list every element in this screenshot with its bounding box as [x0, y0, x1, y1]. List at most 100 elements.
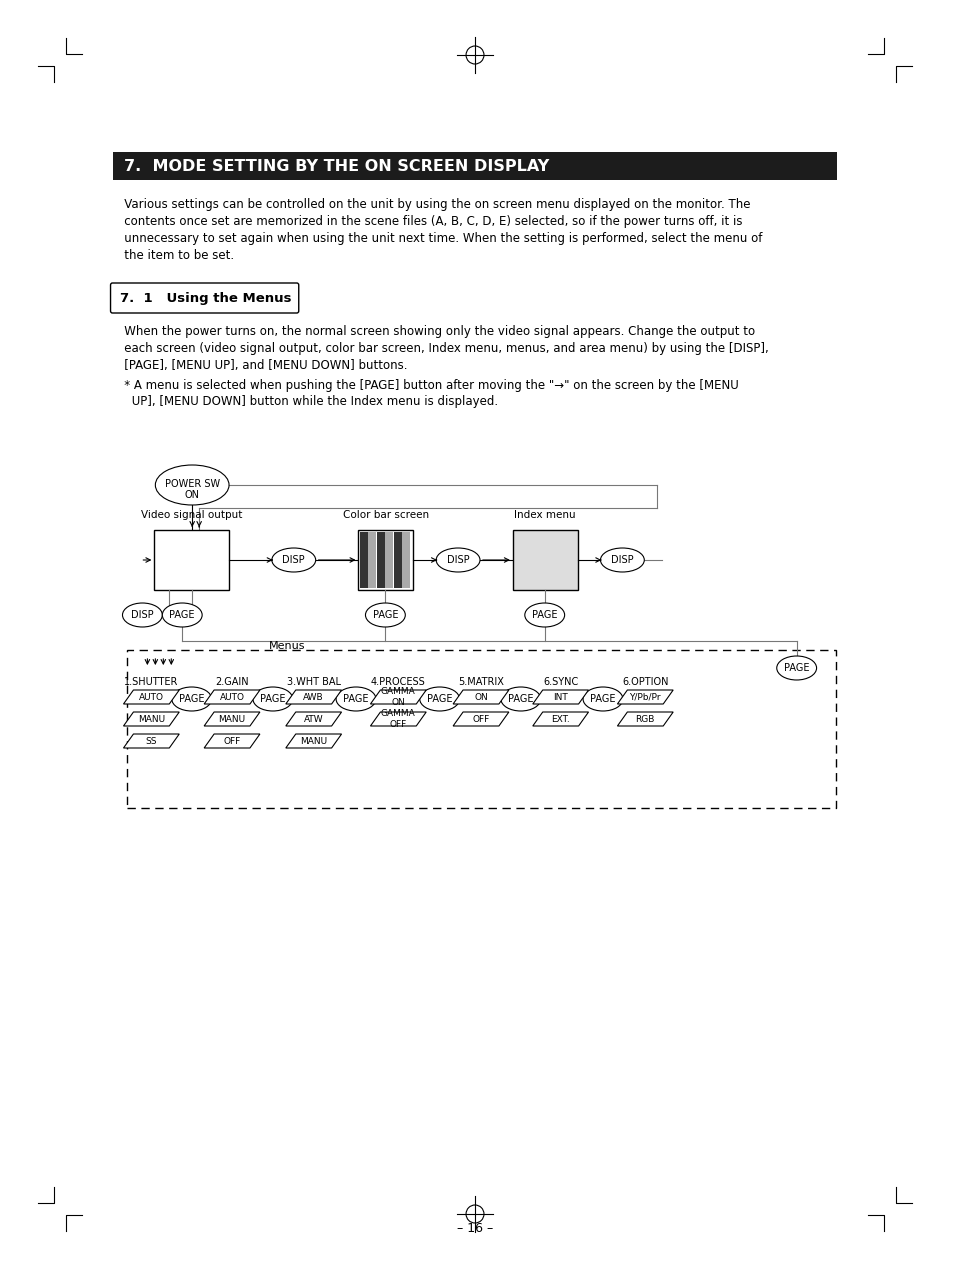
Polygon shape: [123, 690, 179, 704]
Bar: [402, 532, 410, 588]
Ellipse shape: [162, 603, 202, 627]
Ellipse shape: [500, 687, 540, 711]
Text: RGB: RGB: [635, 714, 655, 723]
Ellipse shape: [599, 548, 643, 572]
Text: INT: INT: [553, 693, 567, 702]
Polygon shape: [286, 690, 341, 704]
Text: AUTO: AUTO: [219, 693, 244, 702]
Bar: [385, 532, 393, 588]
Polygon shape: [204, 712, 259, 726]
Text: PAGE: PAGE: [343, 694, 369, 704]
Bar: [377, 532, 385, 588]
Polygon shape: [204, 733, 259, 747]
Text: Menus: Menus: [269, 641, 305, 651]
Text: PAGE: PAGE: [260, 694, 285, 704]
Text: GAMMA
OFF: GAMMA OFF: [380, 709, 416, 728]
Ellipse shape: [365, 603, 405, 627]
Text: POWER SW: POWER SW: [165, 478, 219, 489]
Ellipse shape: [582, 687, 622, 711]
Polygon shape: [123, 712, 179, 726]
Text: DISP: DISP: [282, 555, 305, 565]
Text: 6.OPTION: 6.OPTION: [621, 676, 668, 687]
Text: PAGE: PAGE: [426, 694, 452, 704]
Bar: [128, 650, 836, 808]
Text: DISP: DISP: [446, 555, 469, 565]
Ellipse shape: [122, 603, 162, 627]
Polygon shape: [370, 690, 426, 704]
Bar: [360, 532, 368, 588]
Polygon shape: [453, 712, 508, 726]
Text: EXT.: EXT.: [551, 714, 570, 723]
Text: MANU: MANU: [218, 714, 245, 723]
Text: 7.  MODE SETTING BY THE ON SCREEN DISPLAY: 7. MODE SETTING BY THE ON SCREEN DISPLAY: [124, 159, 549, 174]
Polygon shape: [286, 712, 341, 726]
Text: MANU: MANU: [137, 714, 165, 723]
Bar: [154, 530, 229, 590]
Bar: [513, 530, 577, 590]
Text: contents once set are memorized in the scene files (A, B, C, D, E) selected, so : contents once set are memorized in the s…: [112, 214, 741, 228]
Text: 5.MATRIX: 5.MATRIX: [457, 676, 503, 687]
Text: UP], [MENU DOWN] button while the Index menu is displayed.: UP], [MENU DOWN] button while the Index …: [112, 395, 497, 409]
Polygon shape: [204, 690, 259, 704]
Ellipse shape: [335, 687, 375, 711]
Bar: [112, 152, 837, 180]
Text: PAGE: PAGE: [783, 662, 808, 673]
Text: 1.SHUTTER: 1.SHUTTER: [124, 676, 178, 687]
Text: 2.GAIN: 2.GAIN: [215, 676, 249, 687]
Text: [PAGE], [MENU UP], and [MENU DOWN] buttons.: [PAGE], [MENU UP], and [MENU DOWN] butto…: [112, 359, 407, 372]
Text: 6.SYNC: 6.SYNC: [542, 676, 578, 687]
Bar: [358, 530, 413, 590]
Ellipse shape: [272, 548, 315, 572]
Text: Color bar screen: Color bar screen: [342, 510, 429, 520]
Text: ON: ON: [185, 490, 199, 500]
Ellipse shape: [155, 464, 229, 505]
Ellipse shape: [524, 603, 564, 627]
Text: ATW: ATW: [304, 714, 323, 723]
Polygon shape: [532, 690, 588, 704]
Polygon shape: [617, 690, 673, 704]
Bar: [394, 532, 402, 588]
Text: DISP: DISP: [131, 610, 153, 621]
Text: 7.  1   Using the Menus: 7. 1 Using the Menus: [120, 292, 292, 305]
Text: PAGE: PAGE: [532, 610, 557, 621]
Text: 3.WHT BAL: 3.WHT BAL: [287, 676, 340, 687]
Text: Various settings can be controlled on the unit by using the on screen menu displ: Various settings can be controlled on th…: [112, 198, 749, 211]
Polygon shape: [286, 733, 341, 747]
Text: SS: SS: [146, 736, 157, 745]
Text: OFF: OFF: [223, 736, 240, 745]
Polygon shape: [370, 712, 426, 726]
Text: PAGE: PAGE: [170, 610, 194, 621]
Text: PAGE: PAGE: [508, 694, 533, 704]
Text: PAGE: PAGE: [590, 694, 615, 704]
Text: When the power turns on, the normal screen showing only the video signal appears: When the power turns on, the normal scre…: [112, 325, 754, 338]
Text: OFF: OFF: [472, 714, 489, 723]
Text: AWB: AWB: [303, 693, 324, 702]
Text: * A menu is selected when pushing the [PAGE] button after moving the "→" on the : * A menu is selected when pushing the [P…: [112, 379, 738, 392]
FancyBboxPatch shape: [111, 283, 298, 313]
Polygon shape: [532, 712, 588, 726]
Ellipse shape: [419, 687, 459, 711]
Ellipse shape: [776, 656, 816, 680]
Polygon shape: [123, 733, 179, 747]
Text: Y/Pb/Pr: Y/Pb/Pr: [629, 693, 660, 702]
Ellipse shape: [436, 548, 479, 572]
Text: MANU: MANU: [300, 736, 327, 745]
Text: DISP: DISP: [611, 555, 633, 565]
Text: the item to be set.: the item to be set.: [112, 249, 233, 261]
Text: GAMMA
ON: GAMMA ON: [380, 688, 416, 707]
Text: ON: ON: [474, 693, 487, 702]
Text: Video signal output: Video signal output: [141, 510, 242, 520]
Text: PAGE: PAGE: [373, 610, 397, 621]
Text: AUTO: AUTO: [139, 693, 164, 702]
Text: Index menu: Index menu: [514, 510, 576, 520]
Text: 4.PROCESS: 4.PROCESS: [371, 676, 425, 687]
Text: PAGE: PAGE: [179, 694, 204, 704]
Text: unnecessary to set again when using the unit next time. When the setting is perf: unnecessary to set again when using the …: [112, 232, 761, 245]
Polygon shape: [453, 690, 508, 704]
Text: – 16 –: – 16 –: [456, 1222, 493, 1235]
Text: each screen (video signal output, color bar screen, Index menu, menus, and area : each screen (video signal output, color …: [112, 343, 767, 355]
Polygon shape: [617, 712, 673, 726]
Ellipse shape: [253, 687, 293, 711]
Ellipse shape: [172, 687, 212, 711]
Bar: [368, 532, 376, 588]
